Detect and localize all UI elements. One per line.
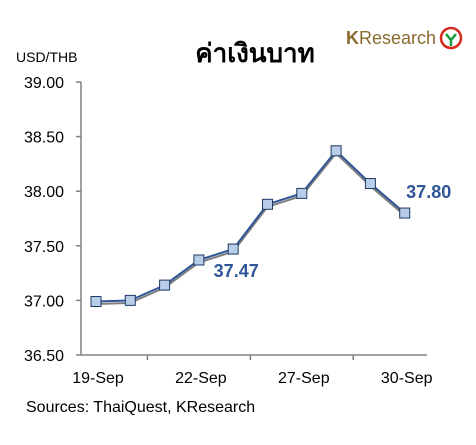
data-point [330, 145, 342, 157]
data-point [364, 178, 376, 190]
data-point [399, 207, 411, 219]
data-point [296, 187, 308, 199]
kresearch-logo: KResearch [346, 26, 463, 50]
data-point [227, 243, 239, 255]
data-point [159, 279, 171, 291]
y-tick-label: 37.00 [24, 293, 64, 310]
source-note: Sources: ThaiQuest, KResearch [26, 399, 255, 416]
svg-text:KResearch: KResearch [346, 28, 436, 48]
data-point [193, 254, 205, 266]
data-point [262, 198, 273, 210]
series-line-shadow [95, 151, 406, 305]
data-point [90, 295, 102, 307]
y-axis-label: USD/THB [16, 49, 77, 65]
x-tick-label: 27-Sep [278, 370, 330, 387]
series-line [95, 149, 406, 303]
x-ticks: 19-Sep 22-Sep 27-Sep 30-Sep [72, 355, 433, 387]
y-tick-label: 37.50 [24, 239, 64, 256]
y-ticks: 36.50 37.00 37.50 38.00 38.50 39.00 [24, 75, 81, 365]
x-tick-label: 22-Sep [175, 370, 227, 387]
data-labels: 37.47 37.80 [214, 182, 452, 281]
y-tick-label: 36.50 [24, 348, 64, 365]
data-label: 37.47 [214, 261, 259, 281]
x-tick-label: 19-Sep [72, 370, 124, 387]
data-label: 37.80 [406, 182, 451, 202]
chart-title: ค่าเงินบาท [195, 39, 315, 69]
x-tick-label: 30-Sep [381, 370, 433, 387]
data-point [124, 294, 136, 306]
y-tick-label: 38.00 [24, 184, 64, 201]
data-markers [90, 145, 411, 307]
y-tick-label: 38.50 [24, 130, 64, 147]
y-tick-label: 39.00 [24, 75, 64, 92]
